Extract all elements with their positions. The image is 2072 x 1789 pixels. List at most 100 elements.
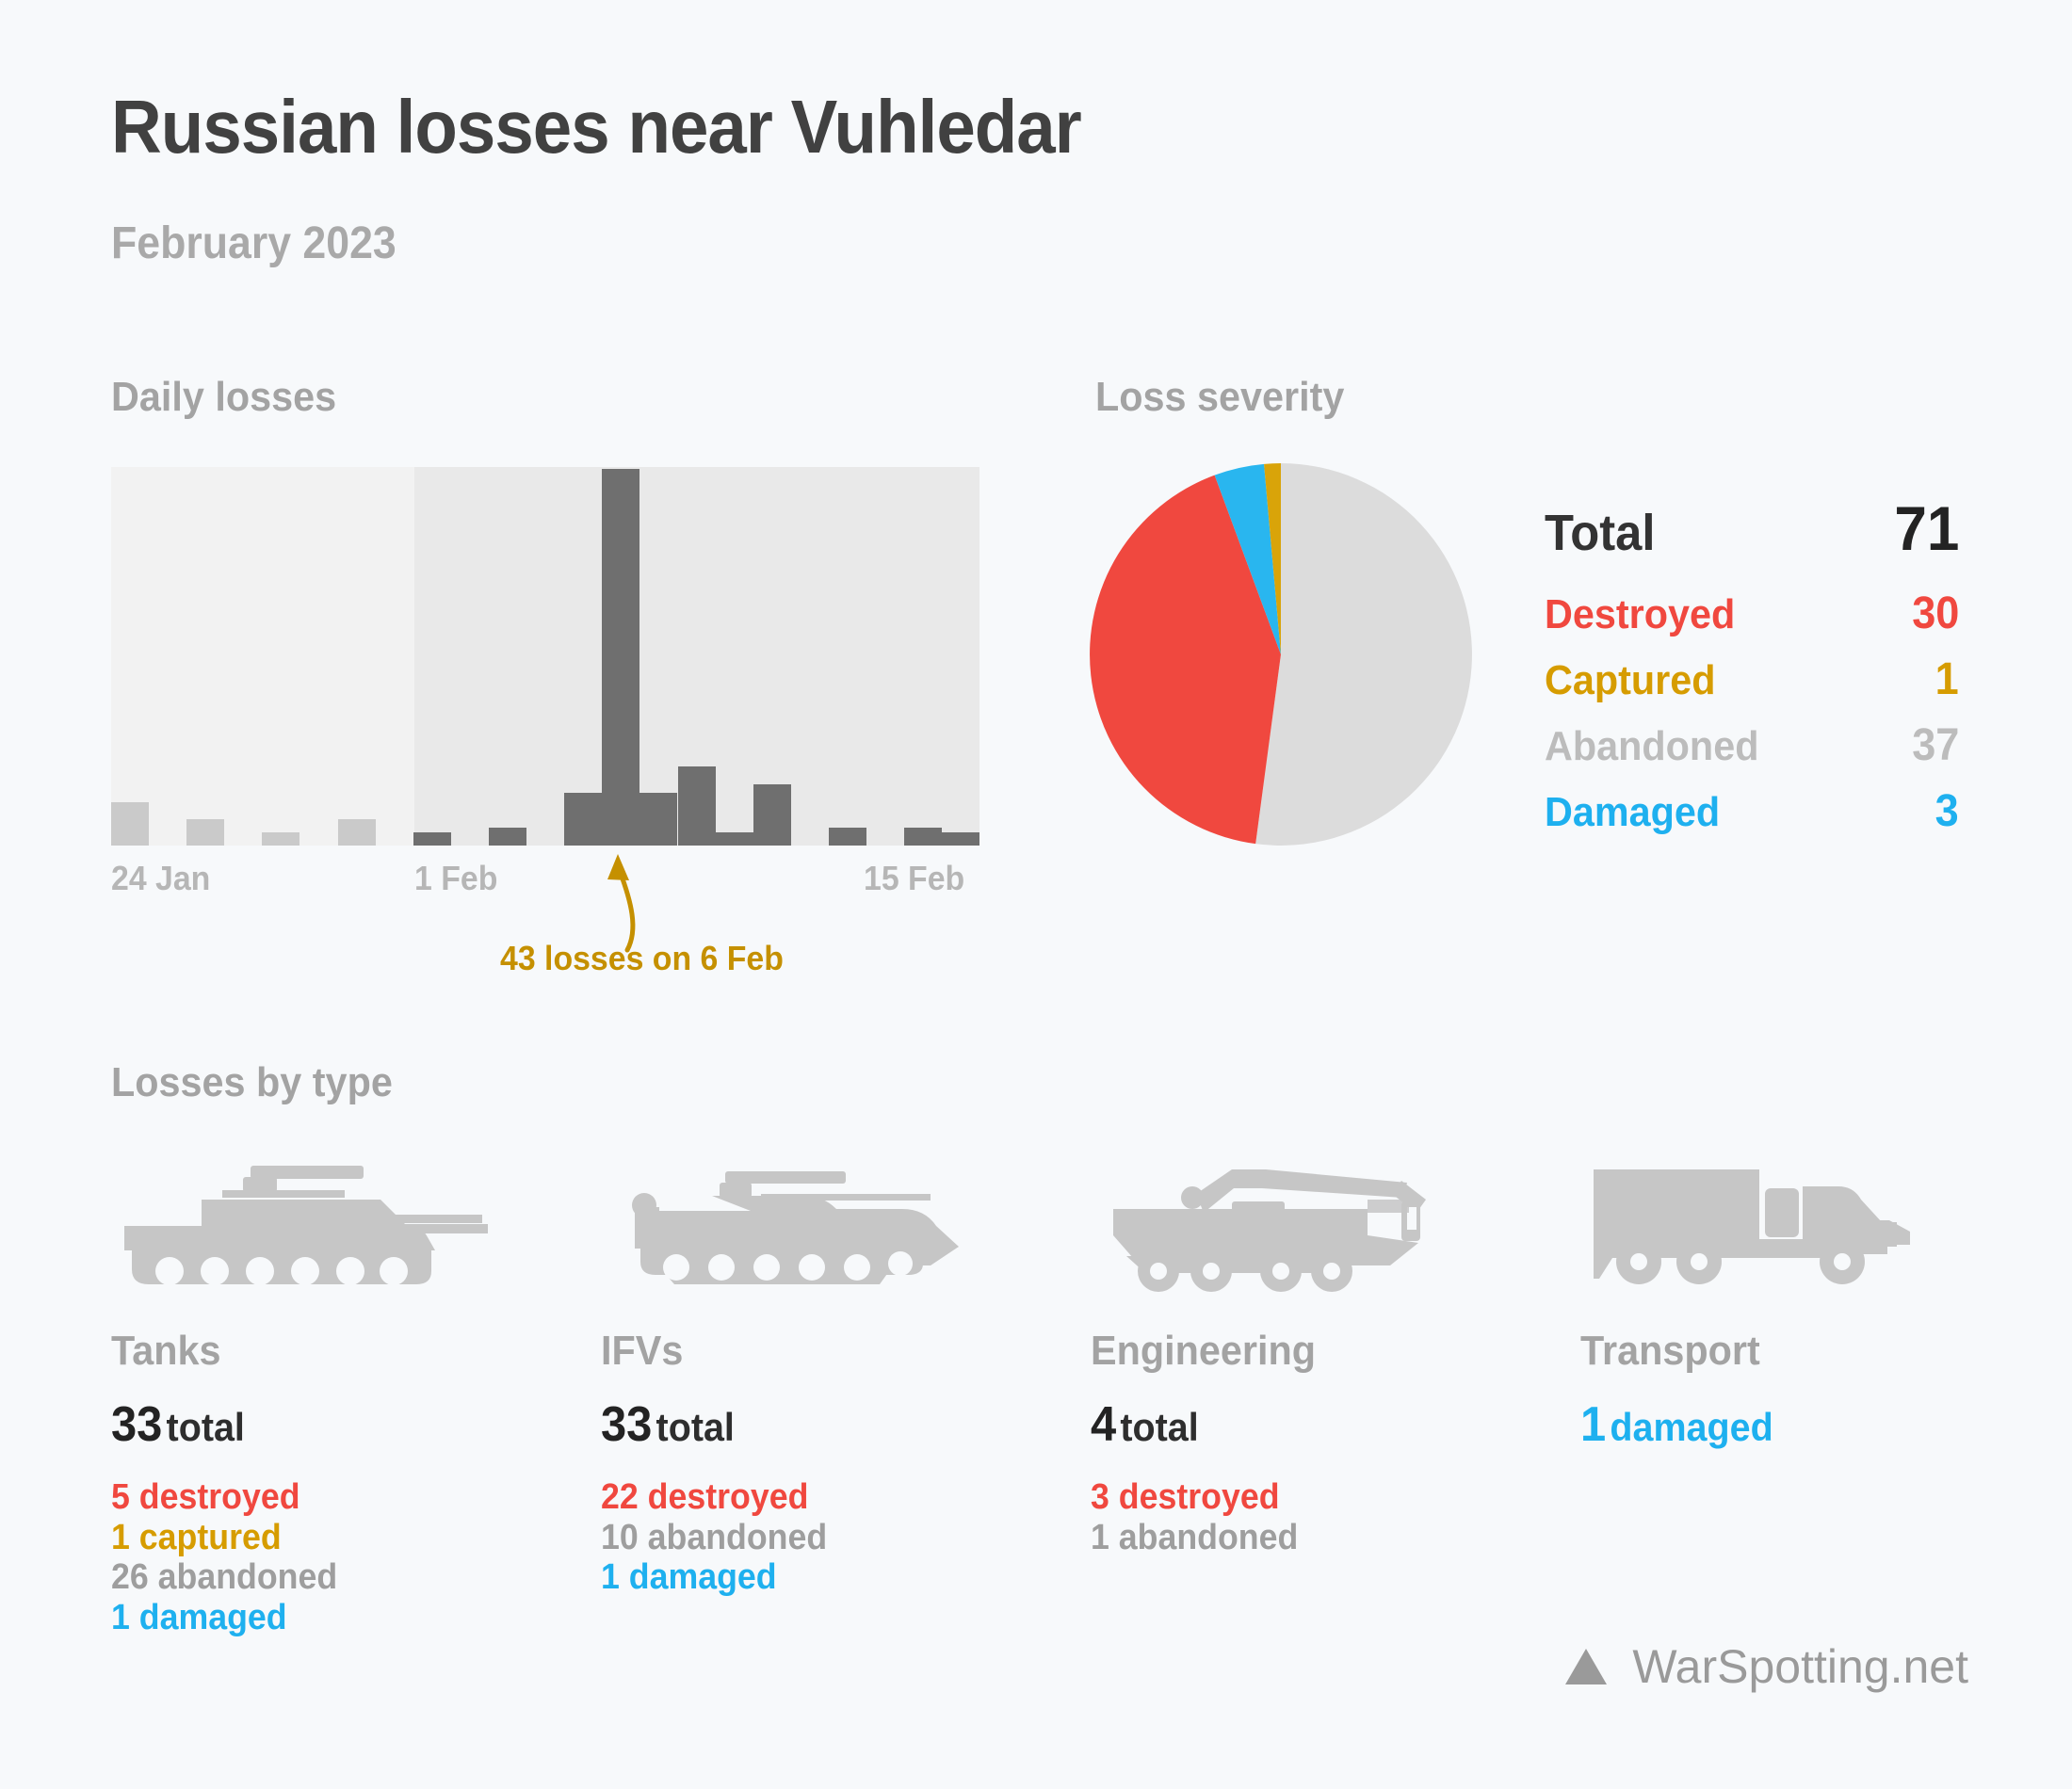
breakdown-number: 1 xyxy=(111,1597,130,1637)
breakdown-row: 1 damaged xyxy=(601,1557,1061,1598)
type-label-transport: Transport xyxy=(1580,1328,1760,1374)
bar-15-feb xyxy=(942,832,980,846)
breakdown-label: destroyed xyxy=(647,1477,809,1517)
breakdown-number: 1 xyxy=(111,1517,130,1557)
triangle-logo-icon xyxy=(1565,1649,1608,1684)
type-column-tanks: Tanks 33 total 5 destroyed 1 captured 26… xyxy=(111,1144,601,1637)
breakdown-label: captured xyxy=(138,1517,282,1557)
axis-tick-1-feb: 1 Feb xyxy=(414,859,498,897)
chart-bars-layer xyxy=(111,467,980,846)
type-total-label-transport: damaged xyxy=(1610,1405,1773,1449)
breakdown-number: 10 xyxy=(601,1517,639,1557)
bar-12-feb xyxy=(828,828,866,846)
bar-5-feb xyxy=(564,793,603,846)
daily-losses-chart xyxy=(111,467,980,846)
annotation-arrow-icon xyxy=(607,854,636,953)
legend-row-damaged: Damaged 3 xyxy=(1545,789,1959,834)
breakdown-label: destroyed xyxy=(138,1477,300,1517)
legend-row-destroyed: Destroyed 30 xyxy=(1545,591,1959,637)
breakdown-number: 22 xyxy=(601,1477,639,1517)
bar-7-feb xyxy=(639,793,678,846)
breakdown-number: 1 xyxy=(601,1557,620,1598)
legend-label-total: Total xyxy=(1545,505,1656,561)
axis-tick-24-jan: 24 Jan xyxy=(111,859,211,897)
type-label-engineering: Engineering xyxy=(1091,1328,1316,1374)
breakdown-row: 22 destroyed xyxy=(601,1477,1061,1518)
section-heading-losses-by-type: Losses by type xyxy=(111,1059,393,1105)
breakdown-label: destroyed xyxy=(1118,1477,1280,1517)
breakdown-row: 10 abandoned xyxy=(601,1518,1061,1558)
ifv-icon xyxy=(601,1144,1091,1299)
page-title: Russian losses near Vuhledar xyxy=(111,85,1082,169)
type-breakdown-tanks: 5 destroyed 1 captured 26 abandoned 1 da… xyxy=(111,1477,601,1637)
type-total-ifvs: 33 total xyxy=(601,1400,1061,1449)
type-total-number-engineering: 4 xyxy=(1091,1397,1117,1452)
bar-30-jan xyxy=(337,819,376,846)
type-total-label-engineering: total xyxy=(1120,1405,1199,1449)
axis-tick-15-feb: 15 Feb xyxy=(864,859,965,897)
bar-28-jan xyxy=(262,832,300,846)
pie-slice-damaged xyxy=(1214,463,1281,654)
breakdown-label: abandoned xyxy=(157,1557,338,1598)
bar-1-feb xyxy=(413,832,451,846)
truck-icon xyxy=(1580,1144,2070,1299)
breakdown-row: 1 damaged xyxy=(111,1598,572,1638)
chart-panel-january xyxy=(111,467,414,846)
bar-14-feb xyxy=(904,828,943,846)
legend-row-abandoned: Abandoned 37 xyxy=(1545,723,1959,768)
bar-9-feb xyxy=(715,832,753,846)
annotation-label: 43 losses on 6 Feb xyxy=(500,939,784,977)
breakdown-row: 1 abandoned xyxy=(1091,1518,1551,1558)
engineering-vehicle-icon xyxy=(1091,1144,1580,1299)
type-total-label-tanks: total xyxy=(166,1405,245,1449)
loss-severity-pie-chart xyxy=(1088,461,1474,847)
type-total-label-ifvs: total xyxy=(656,1405,735,1449)
breakdown-number: 5 xyxy=(111,1477,130,1517)
type-label-ifvs: IFVs xyxy=(601,1328,684,1374)
breakdown-label: damaged xyxy=(628,1557,777,1598)
legend-label-abandoned: Abandoned xyxy=(1545,723,1759,769)
bar-24-jan xyxy=(111,801,149,846)
legend-value-captured: 1 xyxy=(1934,654,1959,704)
footer-brand[interactable]: WarSpotting.net xyxy=(1564,1643,1968,1690)
legend-row-captured: Captured 1 xyxy=(1545,657,1959,702)
brand-name: WarSpotting.net xyxy=(1632,1640,1968,1693)
pie-svg xyxy=(1090,463,1472,846)
legend-label-captured: Captured xyxy=(1545,657,1716,703)
bar-26-jan xyxy=(186,819,225,846)
type-total-number-transport: 1 xyxy=(1580,1397,1607,1452)
legend-value-damaged: 3 xyxy=(1934,786,1959,836)
section-heading-loss-severity: Loss severity xyxy=(1095,374,1345,420)
legend-value-total: 71 xyxy=(1893,493,1959,563)
breakdown-number: 3 xyxy=(1091,1477,1109,1517)
type-column-transport: Transport 1 damaged xyxy=(1580,1144,2070,1449)
type-column-ifvs: IFVs 33 total 22 destroyed 10 abandoned … xyxy=(601,1144,1091,1598)
pie-slice-abandoned xyxy=(1255,463,1472,846)
type-total-engineering: 4 total xyxy=(1091,1400,1551,1449)
bar-8-feb xyxy=(677,766,716,846)
breakdown-label: abandoned xyxy=(647,1517,828,1557)
section-heading-daily-losses: Daily losses xyxy=(111,374,337,420)
breakdown-row: 26 abandoned xyxy=(111,1557,572,1598)
breakdown-number: 1 xyxy=(1091,1517,1109,1557)
bar-6-feb xyxy=(602,469,640,846)
type-total-tanks: 33 total xyxy=(111,1400,572,1449)
legend-row-total: Total 71 xyxy=(1545,497,1959,559)
loss-severity-legend: Total 71 Destroyed 30 Captured 1 Abandon… xyxy=(1545,497,1959,855)
legend-value-abandoned: 37 xyxy=(1911,720,1959,770)
breakdown-label: damaged xyxy=(138,1597,287,1637)
bar-10-feb xyxy=(753,783,791,846)
type-total-transport: 1 damaged xyxy=(1580,1400,2041,1449)
breakdown-number: 26 xyxy=(111,1557,149,1598)
pie-slice-captured xyxy=(1264,463,1281,654)
losses-by-type-grid: Tanks 33 total 5 destroyed 1 captured 26… xyxy=(111,1144,1967,1671)
type-breakdown-engineering: 3 destroyed 1 abandoned xyxy=(1091,1477,1580,1557)
type-label-tanks: Tanks xyxy=(111,1328,221,1374)
breakdown-row: 1 captured xyxy=(111,1518,572,1558)
type-column-engineering: Engineering 4 total 3 destroyed 1 abando… xyxy=(1091,1144,1580,1557)
type-breakdown-ifvs: 22 destroyed 10 abandoned 1 damaged xyxy=(601,1477,1091,1598)
page-subtitle: February 2023 xyxy=(111,218,397,268)
type-total-number-tanks: 33 xyxy=(111,1397,163,1452)
breakdown-label: abandoned xyxy=(1118,1517,1299,1557)
